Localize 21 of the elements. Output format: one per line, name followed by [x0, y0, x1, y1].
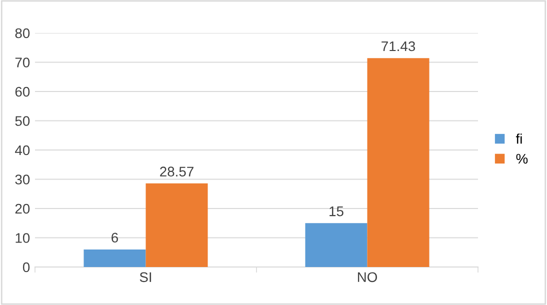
y-tick-label: 50 [15, 116, 30, 126]
data-label: 71.43 [382, 41, 416, 52]
bar [84, 249, 146, 267]
y-tick-label: 60 [15, 86, 30, 97]
bar [367, 58, 430, 267]
y-tick-label: 20 [15, 204, 30, 214]
data-label: 6 [112, 232, 118, 243]
y-tick-label: 0 [22, 262, 30, 272]
bar [305, 223, 368, 267]
y-tick-label: 10 [16, 233, 30, 243]
y-tick-label: 40 [15, 145, 30, 156]
x-tick-label: NO [358, 272, 377, 282]
y-tick-label: 80 [15, 28, 30, 38]
legend-label: fi [516, 134, 522, 144]
y-tick-label: 70 [15, 58, 30, 68]
bar [146, 183, 208, 267]
data-label: 15 [330, 206, 344, 216]
data-label: 28.57 [160, 166, 194, 177]
x-tick-label: SI [140, 272, 152, 282]
legend-label: % [516, 154, 528, 164]
y-tick-label: 30 [15, 174, 30, 184]
